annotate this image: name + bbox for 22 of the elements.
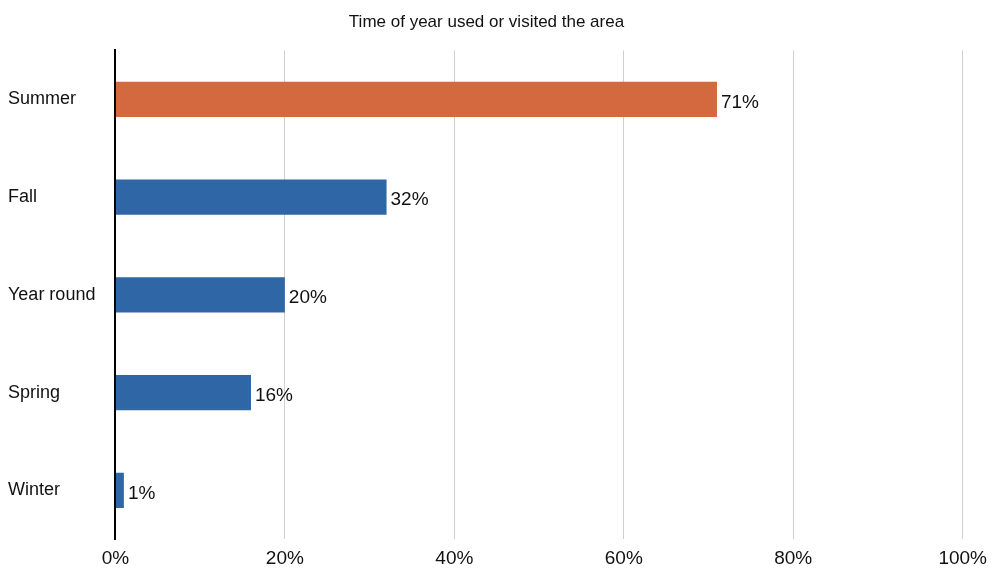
y-tick-label: Spring (8, 381, 61, 402)
y-tick-label: Fall (8, 186, 38, 207)
x-tick-label: 60% (604, 546, 643, 568)
x-tick-label: 80% (774, 546, 813, 568)
y-tick-label: Summer (8, 88, 77, 109)
bar (115, 472, 124, 508)
x-tick-label: 100% (938, 546, 988, 568)
y-tick-label: Winter (8, 479, 61, 500)
bar (115, 81, 717, 117)
data-label: 32% (390, 188, 429, 210)
x-tick-label: 0% (101, 546, 130, 568)
data-label: 1% (127, 481, 156, 503)
data-label: 16% (254, 383, 294, 405)
bar (115, 374, 251, 411)
data-label: 20% (288, 286, 327, 308)
bar (115, 277, 285, 313)
data-label: 71% (720, 90, 760, 112)
x-tick-label: 20% (265, 546, 304, 568)
x-tick-label: 40% (435, 546, 474, 568)
y-tick-label: Year round (8, 283, 96, 304)
chart-title: Time of year used or visited the area (348, 11, 625, 31)
bar (115, 179, 387, 215)
